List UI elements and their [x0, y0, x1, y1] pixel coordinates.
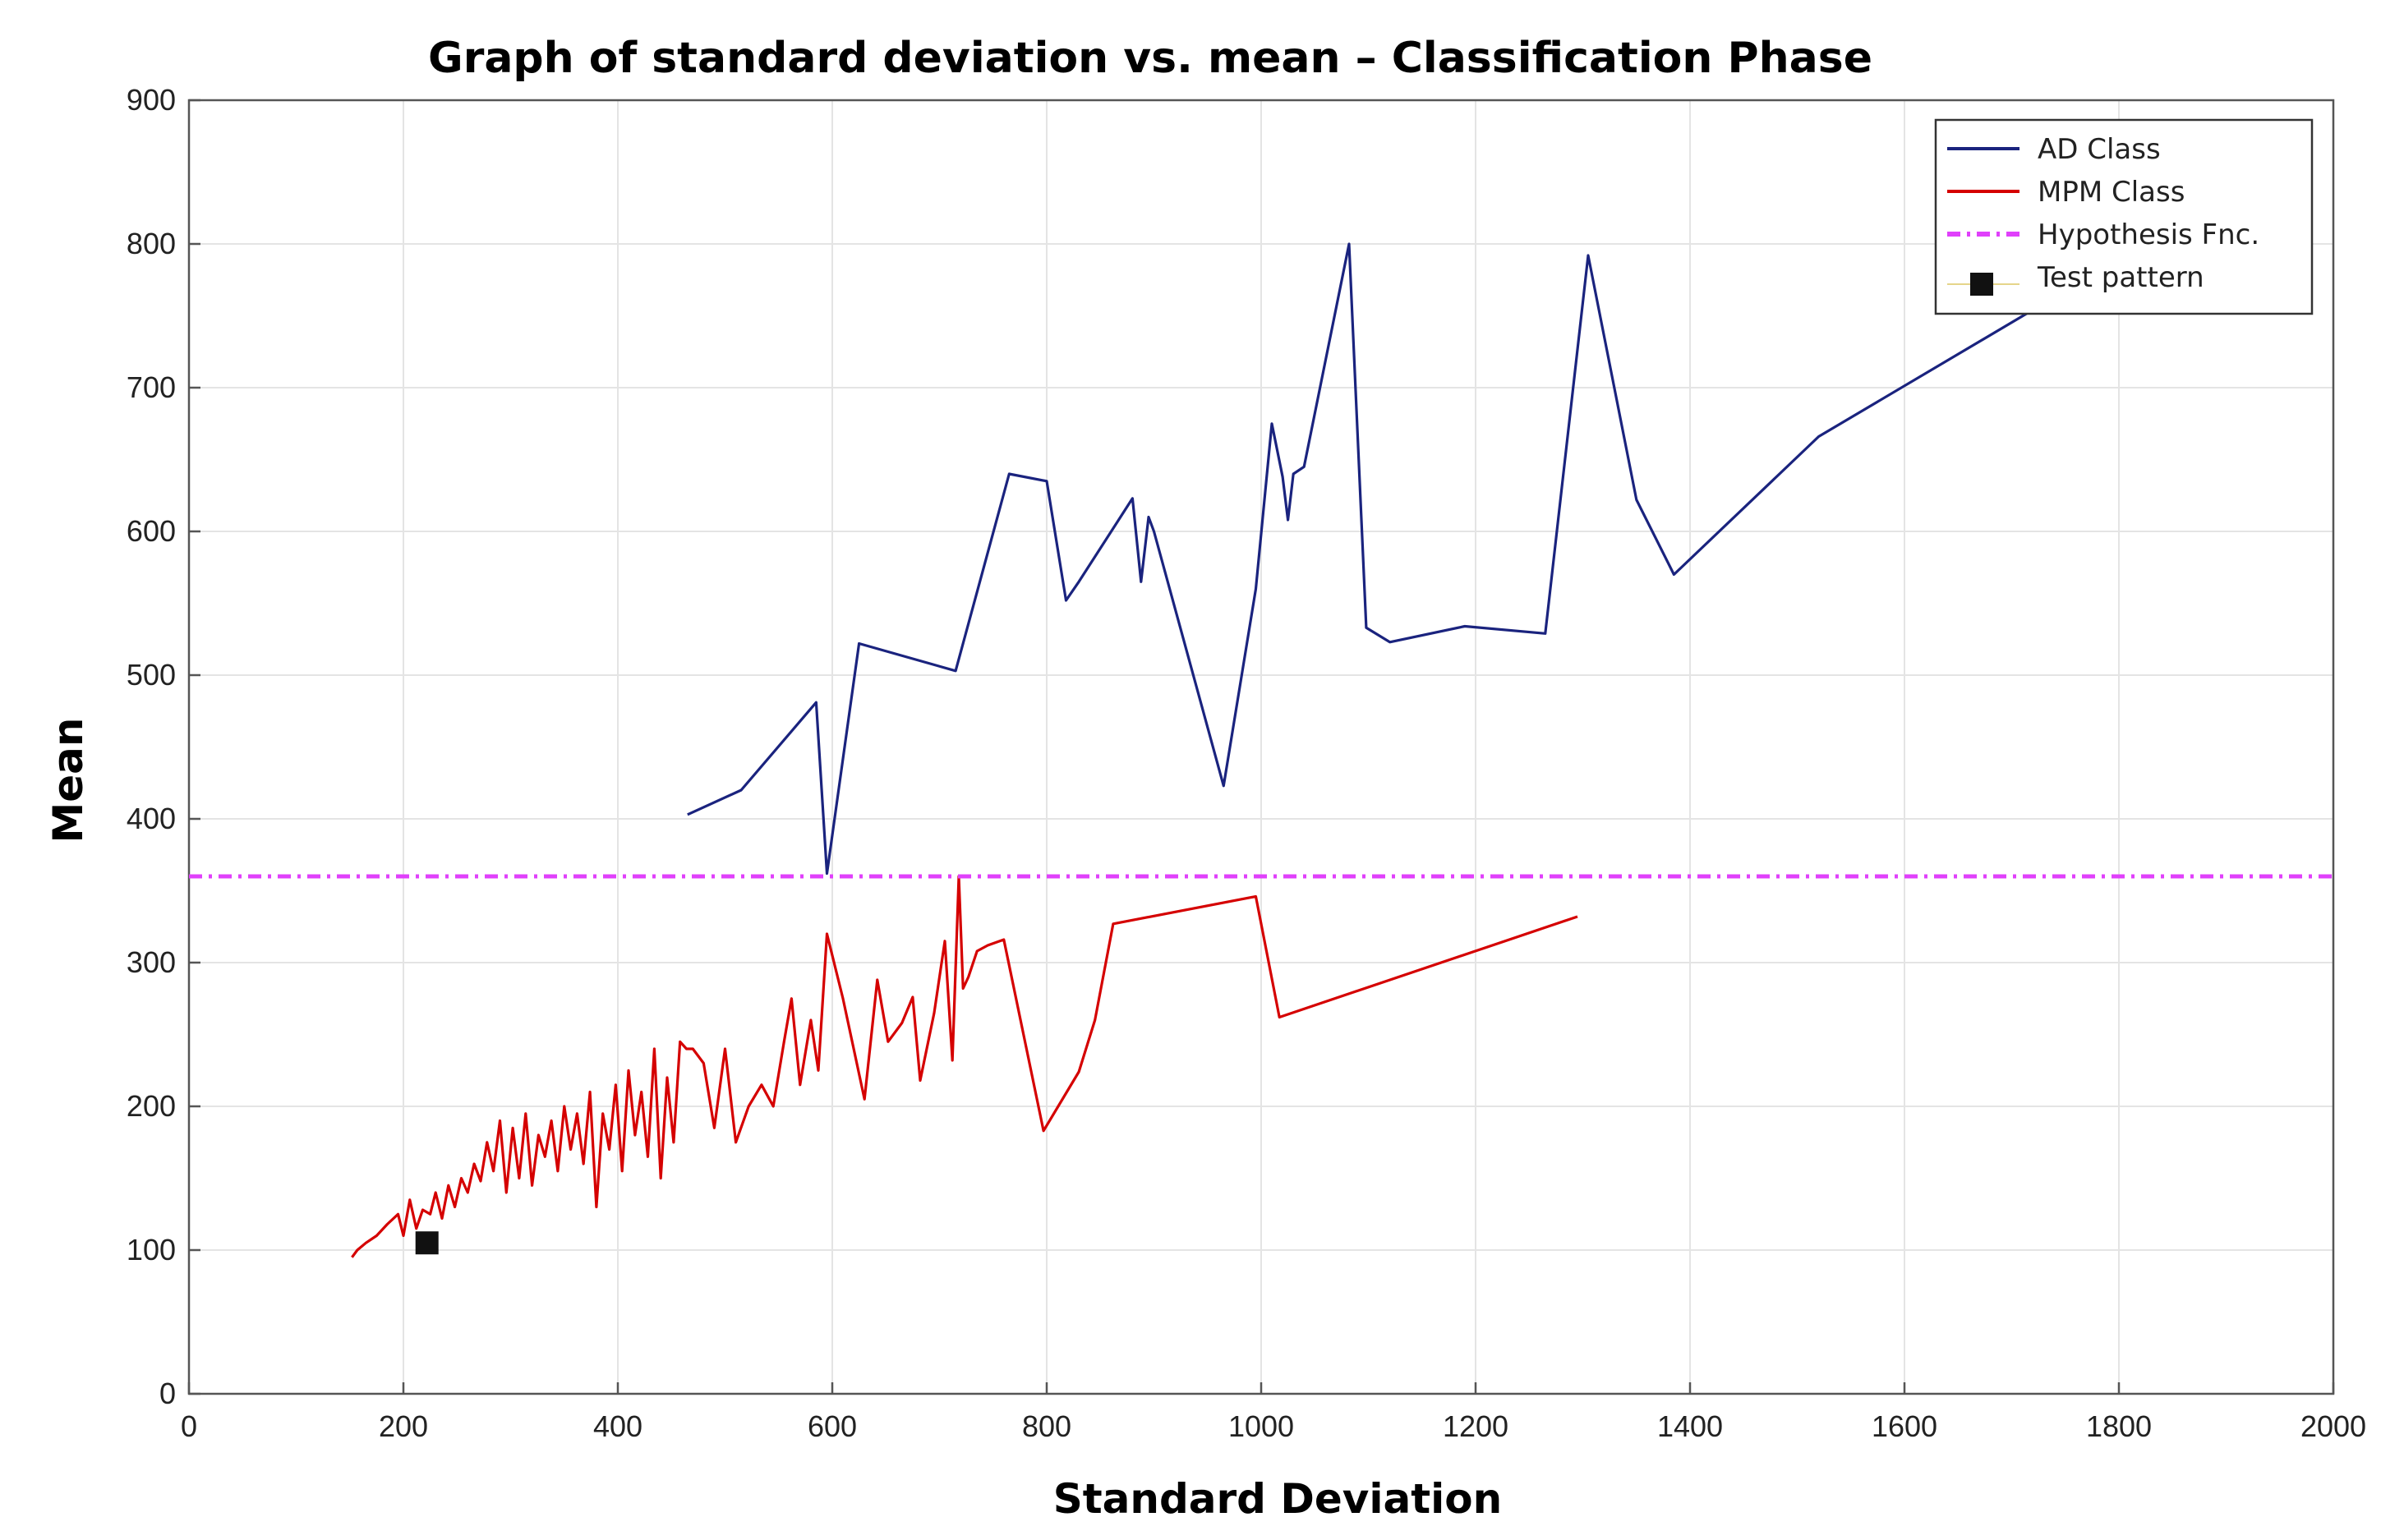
legend: AD Class MPM Class Hypothesis Fnc. Test … [1934, 118, 2314, 315]
series-line-mpm-class [351, 875, 1578, 1258]
x-axis-label: Standard Deviation [1053, 1475, 1503, 1523]
x-tick-label: 1600 [1872, 1409, 1937, 1443]
legend-entry-hypothesis: Hypothesis Fnc. [1947, 218, 2259, 251]
y-tick-label: 700 [127, 370, 176, 404]
x-tick-label: 1800 [2086, 1409, 2152, 1443]
legend-entry-ad: AD Class [1947, 133, 2161, 166]
legend-label-hypothesis: Hypothesis Fnc. [2038, 218, 2259, 251]
series-line-ad-class [687, 242, 2029, 876]
y-tick-label: 900 [127, 83, 176, 117]
legend-entry-test: Test pattern [1947, 261, 2204, 296]
y-tick-label: 500 [127, 658, 176, 692]
x-tick-label: 200 [379, 1409, 428, 1443]
y-tick-label: 600 [127, 514, 176, 548]
test-pattern-marker [415, 1231, 439, 1255]
legend-swatch-test-marker [1970, 273, 1993, 296]
y-tick-label: 800 [127, 227, 176, 260]
legend-label-ad: AD Class [2038, 133, 2161, 166]
x-tick-label: 1400 [1657, 1409, 1723, 1443]
legend-box [1934, 118, 2314, 315]
y-tick-label: 300 [127, 945, 176, 979]
x-tick-label: 1200 [1443, 1409, 1508, 1443]
chart-title: Graph of standard deviation vs. mean – C… [428, 34, 1872, 83]
legend-label-mpm: MPM Class [2038, 176, 2185, 209]
legend-entry-mpm: MPM Class [1947, 176, 2185, 209]
x-axis: 0 200 400 600 800 1000 1200 1400 1600 1800 2000 [181, 1382, 2366, 1443]
x-tick-label: 400 [593, 1409, 642, 1443]
x-tick-label: 800 [1022, 1409, 1071, 1443]
y-tick-label: 0 [159, 1377, 176, 1410]
x-tick-label: 1000 [1228, 1409, 1294, 1443]
legend-label-test: Test pattern [2037, 261, 2204, 294]
x-tick-label: 600 [808, 1409, 857, 1443]
x-tick-label: 2000 [2300, 1409, 2366, 1443]
x-tick-label: 0 [181, 1409, 197, 1443]
y-tick-label: 200 [127, 1089, 176, 1123]
y-axis: 0 100 200 300 400 500 600 700 800 900 [127, 83, 200, 1410]
y-tick-label: 400 [127, 802, 176, 835]
series-layer [189, 242, 2333, 1258]
y-tick-label: 100 [127, 1233, 176, 1266]
y-axis-label: Mean [44, 717, 92, 843]
